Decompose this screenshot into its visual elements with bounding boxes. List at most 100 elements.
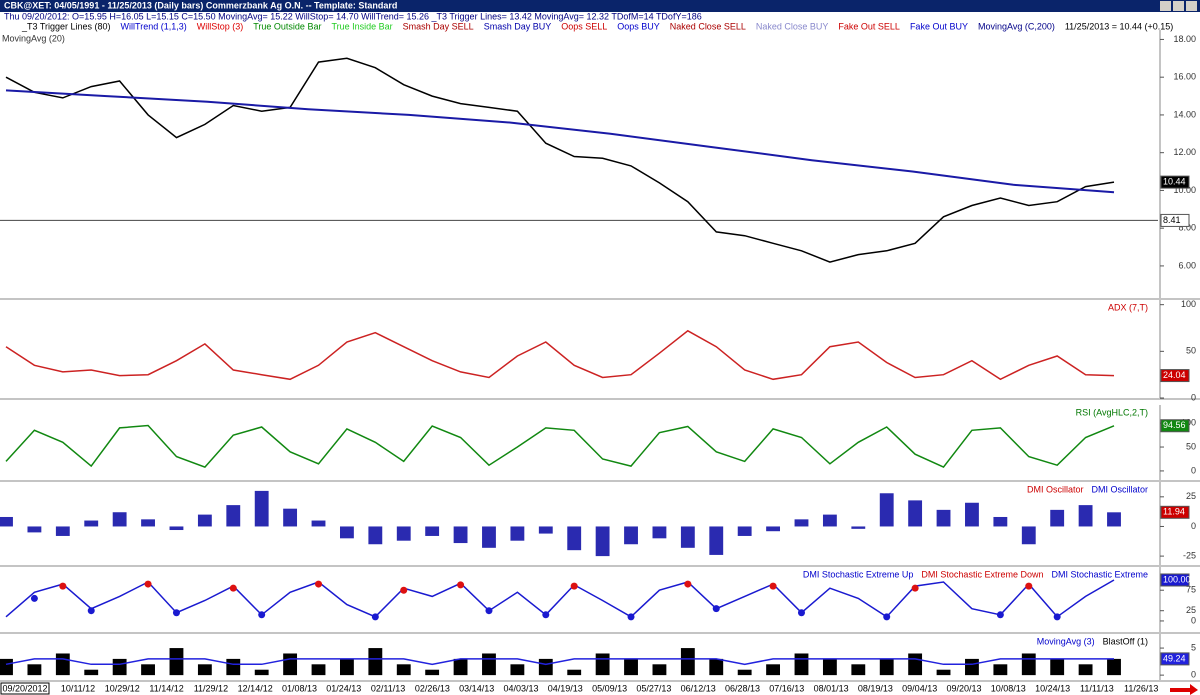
bar (965, 502, 979, 527)
signal-dot (371, 613, 379, 621)
legend-item: Smash Day BUY (484, 21, 552, 31)
bar (425, 526, 440, 536)
signal-dot (144, 580, 152, 588)
bar (936, 509, 951, 527)
value-badge-text: 8.41 (1163, 215, 1181, 225)
series-line (5, 424, 1115, 469)
value-badge (1160, 175, 1190, 189)
bar (652, 664, 667, 676)
panel-label: ADX (7,T) (1108, 302, 1148, 312)
value-badge (1160, 505, 1190, 519)
signal-dot (229, 584, 237, 592)
signal-dot (712, 605, 720, 613)
bar (1078, 664, 1093, 676)
y-tick-label: 25 (1186, 491, 1196, 501)
bar (766, 526, 781, 532)
legend-item: Naked Close SELL (670, 21, 746, 31)
y-tick-label: 14.00 (1173, 109, 1196, 119)
x-tick-label: 11/29/12 (194, 683, 228, 693)
x-tick-label: 02/26/13 (415, 683, 450, 693)
bar (567, 669, 582, 676)
bar (595, 526, 610, 557)
bar (879, 493, 894, 527)
max-button[interactable] (1173, 1, 1184, 11)
x-tick-label: 05/09/13 (592, 683, 627, 693)
y-tick-label: 6.00 (1178, 260, 1196, 270)
panel-label: DMI Oscillator (1027, 484, 1084, 494)
bar (822, 658, 837, 676)
legend-item: True Outside Bar (253, 21, 321, 31)
signal-dot (797, 609, 805, 617)
bar (84, 520, 99, 527)
bar (368, 526, 383, 545)
signal-dot (1025, 582, 1033, 590)
value-badge (1160, 652, 1190, 666)
bar (197, 664, 212, 676)
y-tick-label: 16.00 (1173, 72, 1196, 82)
signal-dot (684, 580, 692, 588)
bar (680, 648, 695, 676)
value-badge (1160, 573, 1190, 587)
scroll-arrow[interactable] (1170, 684, 1198, 695)
legend-item: WillTrend (1,1,3) (121, 21, 187, 31)
bar (1050, 509, 1065, 527)
min-button[interactable] (1160, 1, 1171, 11)
signal-dot (400, 586, 408, 594)
x-tick-label: 02/11/13 (371, 683, 405, 693)
bar (1107, 658, 1121, 676)
signal-dot (769, 582, 777, 590)
bar (737, 669, 752, 676)
value-badge-text: 49.24 (1163, 653, 1186, 663)
signal-dot (883, 613, 891, 621)
x-tick-label: 01/08/13 (282, 683, 317, 693)
x-tick-label: 06/28/13 (725, 683, 760, 693)
bar (538, 526, 553, 534)
legend-item: True Inside Bar (331, 21, 392, 31)
value-badge-text: 24.04 (1163, 370, 1186, 380)
y-tick-label: 12.00 (1173, 147, 1196, 157)
bar (141, 664, 155, 676)
bar (822, 514, 837, 527)
y-tick-label: 0 (1191, 521, 1196, 531)
x-tick-label: 06/12/13 (681, 683, 716, 693)
panel-label: BlastOff (1) (1103, 636, 1148, 646)
bar (936, 669, 951, 676)
legend-item: Oops BUY (617, 21, 660, 31)
y-tick-label: 5 (1191, 642, 1196, 652)
bar (396, 664, 411, 676)
signal-dot (30, 594, 38, 602)
legend-item: Fake Out BUY (910, 21, 968, 31)
x-tick-label: 11/14/12 (149, 683, 183, 693)
signal-dot (258, 611, 266, 619)
x-tick-label: 08/19/13 (858, 683, 893, 693)
bar (226, 658, 241, 676)
y-tick-label: 50 (1186, 441, 1196, 451)
y-tick-label: 10.00 (1173, 185, 1196, 195)
bar (112, 658, 127, 676)
x-tick-label: 10/11/12 (61, 683, 95, 693)
bar (993, 516, 1008, 527)
panel-label: RSI (AvgHLC,2,T) (1076, 407, 1148, 417)
bar (141, 519, 155, 527)
bar (908, 653, 923, 676)
value-badge-text: 100.00 (1163, 574, 1191, 584)
x-tick-label: 05/27/13 (636, 683, 671, 693)
bar (482, 526, 496, 548)
bar (595, 653, 610, 676)
signal-dot (457, 581, 465, 589)
y-tick-label: 18.00 (1173, 34, 1196, 44)
x-tick-label: 09/20/13 (946, 683, 981, 693)
legend-item: Smash Day SELL (403, 21, 474, 31)
value-badge (1160, 213, 1190, 227)
series-line (5, 89, 1115, 194)
legend-item: Naked Close BUY (756, 21, 829, 31)
date-box (0, 682, 50, 695)
bar (55, 526, 70, 536)
legend-item: WillStop (3) (197, 21, 244, 31)
x-tick-label: 04/03/13 (503, 683, 538, 693)
close-button[interactable] (1186, 1, 1197, 11)
series-line (5, 579, 1115, 618)
value-badge (1160, 369, 1190, 383)
bar (368, 648, 383, 676)
